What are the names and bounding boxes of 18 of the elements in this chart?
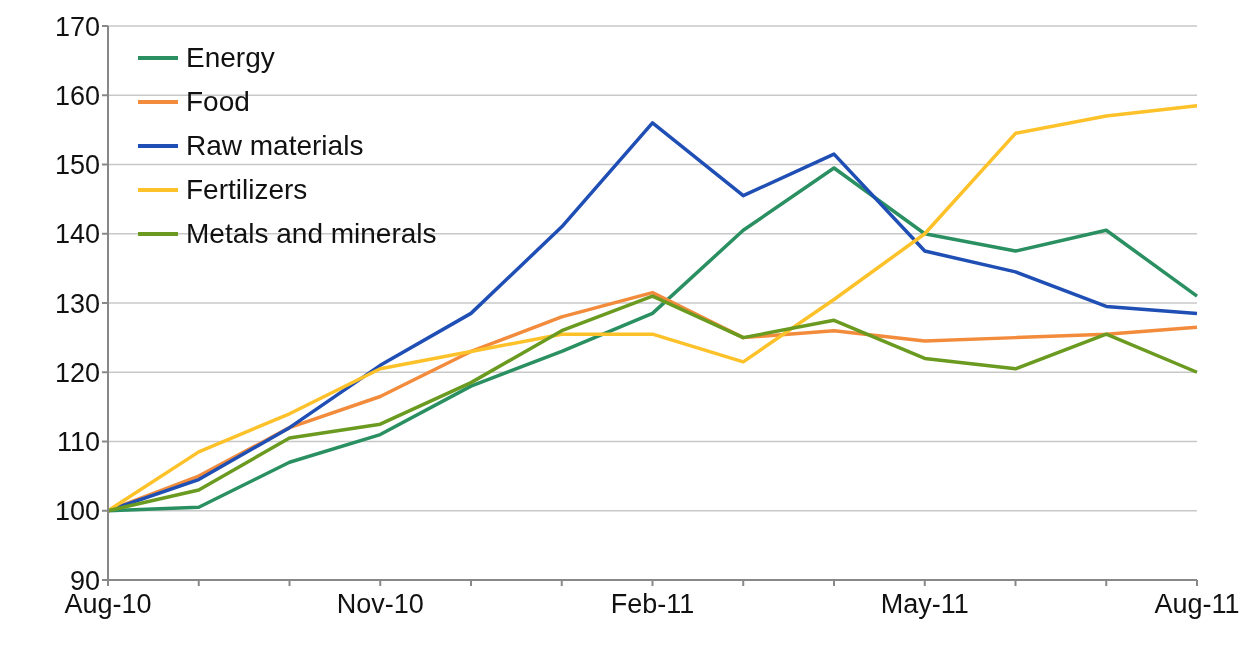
y-tick-label: 170 bbox=[54, 11, 100, 42]
legend-label: Energy bbox=[186, 41, 275, 75]
y-tick-label: 160 bbox=[54, 80, 100, 111]
legend-label: Raw materials bbox=[186, 129, 364, 163]
y-tick-label: 130 bbox=[54, 288, 100, 319]
x-tick-label: Aug-11 bbox=[1154, 589, 1240, 620]
x-tick-label: Nov-10 bbox=[336, 589, 424, 620]
y-tick-label: 100 bbox=[54, 496, 100, 527]
y-tick-label: 140 bbox=[54, 219, 100, 250]
y-tick-label: 120 bbox=[54, 357, 100, 388]
legend-label: Food bbox=[186, 85, 250, 119]
x-tick-label: Aug-10 bbox=[64, 589, 152, 620]
x-tick-label: May-11 bbox=[880, 589, 969, 620]
y-tick-label: 150 bbox=[54, 150, 100, 181]
legend-label: Fertilizers bbox=[186, 173, 308, 207]
legend-label: Metals and minerals bbox=[186, 217, 437, 251]
y-tick-label: 110 bbox=[56, 427, 100, 458]
x-tick-label: Feb-11 bbox=[610, 589, 695, 620]
